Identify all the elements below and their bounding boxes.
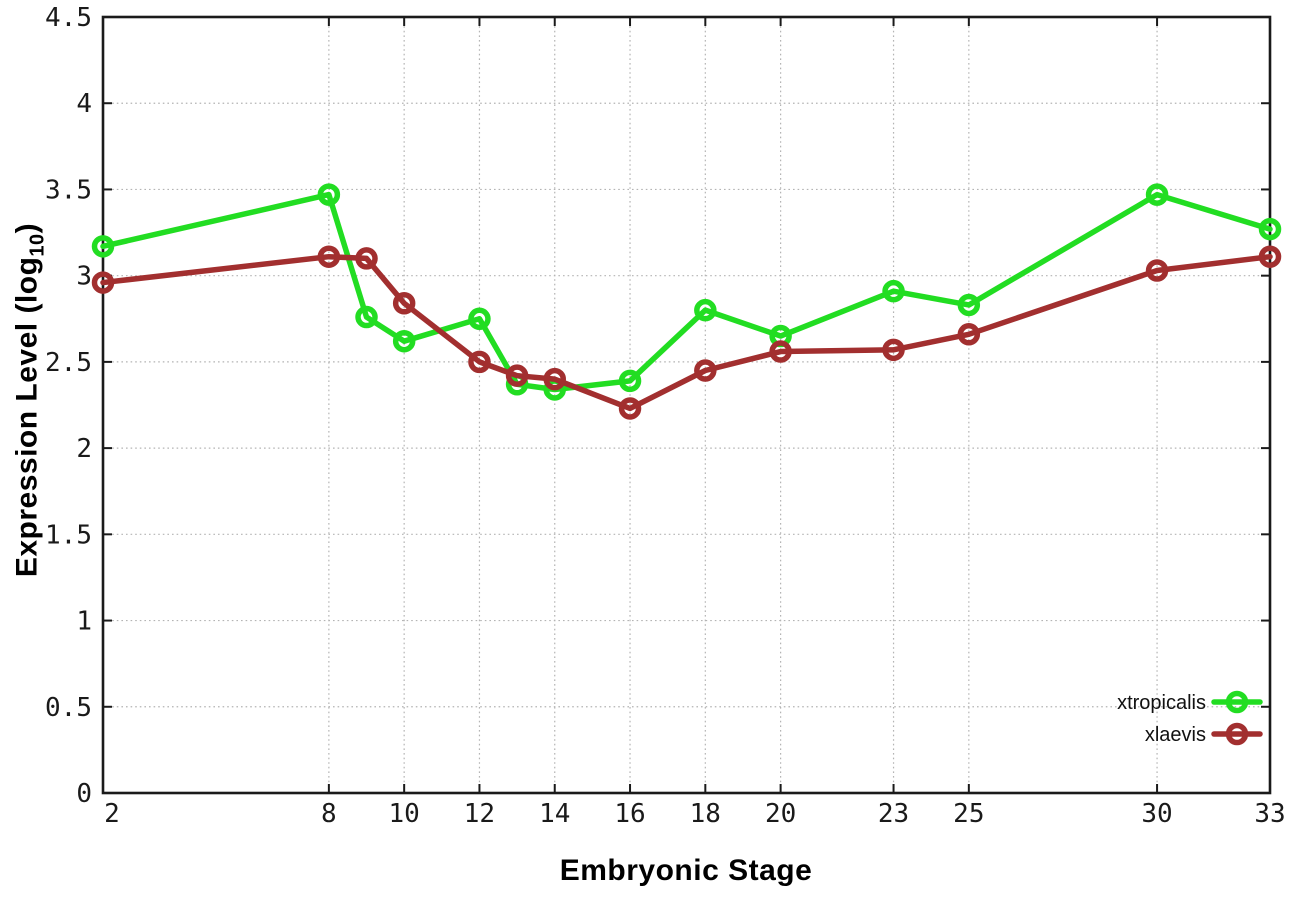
x-tick-label: 18 [690,799,721,829]
data-point-xlaevis-stage-30 [1145,259,1169,282]
x-axis-title: Embryonic Stage [560,854,813,888]
x-tick-label: 14 [539,799,570,829]
x-axis-title-text: Embryonic Stage [559,854,813,887]
data-point-xtropicalis-stage-25 [957,293,981,317]
y-axis-title: Expression Level (log10) [11,223,50,577]
data-point-xlaevis-stage-9 [355,247,378,270]
data-point-xtropicalis-stage-9 [355,305,378,329]
y-tick-label: 2.5 [45,348,92,378]
series-line-xlaevis [100,253,1273,412]
y-tick-label: 3 [76,262,92,292]
y-axis-title-prefix: Expression Level (log [10,256,44,578]
data-point-xtropicalis-stage-18 [694,298,717,322]
x-tick-label: 33 [1254,799,1285,829]
x-tick-label: 12 [464,799,495,829]
legend-label-xtropicalis: xtropicalis [1117,692,1206,714]
y-axis-title-subscript: 10 [26,233,49,257]
x-tick-label: 10 [389,799,420,829]
data-point-xtropicalis-stage-12 [468,307,491,331]
x-tick-label: 8 [321,799,337,829]
data-point-xtropicalis-stage-8 [317,183,341,206]
data-point-xtropicalis-stage-23 [882,279,905,303]
y-tick-label: 0.5 [45,693,92,723]
x-tick-label: 23 [878,799,909,829]
data-point-xlaevis-stage-18 [694,359,717,382]
plot-border [101,15,1272,795]
legend-label-xlaevis: xlaevis [1145,724,1206,746]
y-tick-label: 4 [76,89,92,119]
data-point-xtropicalis-stage-2 [91,235,115,258]
y-tick-label: 3.5 [45,175,92,205]
data-point-xlaevis-stage-13 [505,364,529,387]
data-point-xtropicalis-stage-33 [1258,217,1282,241]
data-point-xlaevis-stage-8 [317,245,341,268]
data-point-xlaevis-stage-2 [91,271,115,294]
y-axis-title-suffix: ) [10,222,44,234]
legend-marker-xlaevis [1225,722,1249,746]
y-tick-label: 0 [76,779,92,809]
data-point-xlaevis-stage-12 [468,350,491,374]
data-point-xtropicalis-stage-30 [1145,183,1169,206]
data-point-xlaevis-stage-23 [882,338,905,362]
data-point-xlaevis-stage-25 [957,323,981,346]
y-tick-label: 1 [76,607,92,637]
x-tick-label: 2 [104,799,120,829]
x-tick-label: 25 [953,799,984,829]
data-point-xtropicalis-stage-16 [618,369,642,393]
data-point-xtropicalis-stage-10 [392,329,416,353]
data-point-xlaevis-stage-33 [1258,245,1282,268]
data-point-xlaevis-stage-20 [769,340,792,363]
x-tick-label: 30 [1141,799,1172,829]
y-tick-label: 1.5 [45,520,92,550]
legend-marker-xtropicalis [1225,690,1249,714]
data-point-xlaevis-stage-10 [392,292,416,315]
y-tick-label: 2 [76,434,92,464]
x-tick-label: 20 [765,799,796,829]
x-tick-label: 16 [614,799,645,829]
data-point-xlaevis-stage-16 [618,397,642,420]
y-tick-label: 4.5 [45,3,92,33]
data-point-xlaevis-stage-14 [543,367,566,391]
